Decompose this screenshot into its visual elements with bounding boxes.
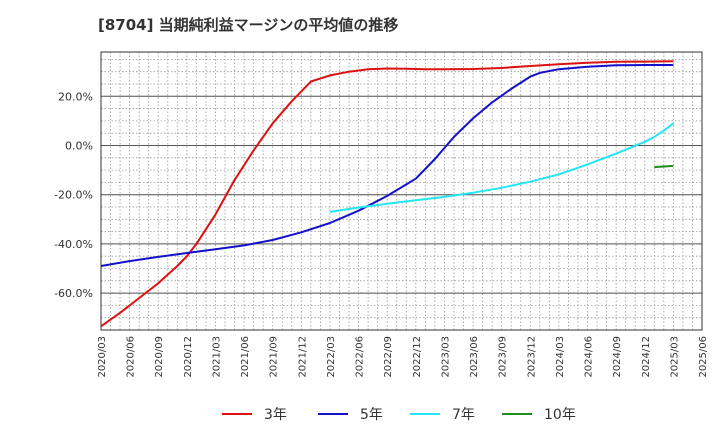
x-tick-label: 2021/03 bbox=[211, 336, 222, 378]
x-tick-label: 2024/12 bbox=[641, 336, 652, 378]
x-tick-label: 2022/06 bbox=[355, 336, 366, 378]
y-tick-label: -40.0% bbox=[54, 238, 93, 251]
x-tick-label: 2022/03 bbox=[326, 336, 337, 378]
x-tick-label: 2020/09 bbox=[154, 336, 165, 378]
y-tick-label: -20.0% bbox=[54, 189, 93, 202]
x-tick-label: 2021/06 bbox=[240, 336, 251, 378]
x-tick-label: 2021/09 bbox=[269, 336, 280, 378]
y-tick-label: 0.0% bbox=[65, 139, 93, 152]
x-tick-label: 2020/06 bbox=[126, 336, 137, 378]
legend-label: 3年 bbox=[264, 407, 287, 423]
series-line bbox=[100, 60, 674, 328]
series-line bbox=[654, 164, 674, 169]
x-tick-label: 2020/03 bbox=[97, 336, 108, 378]
x-tick-label: 2023/09 bbox=[498, 336, 509, 378]
x-tick-label: 2022/12 bbox=[412, 336, 423, 378]
plot-area-border bbox=[100, 51, 703, 331]
x-tick-label: 2025/03 bbox=[669, 336, 680, 378]
legend-label: 7年 bbox=[452, 407, 475, 423]
legend-label: 10年 bbox=[544, 407, 576, 423]
series-line bbox=[329, 122, 675, 213]
x-tick-label: 2023/12 bbox=[526, 336, 537, 378]
x-tick-label: 2024/09 bbox=[612, 336, 623, 378]
x-tick-label: 2024/03 bbox=[555, 336, 566, 378]
chart-title: [8704] 当期純利益マージンの平均値の推移 bbox=[98, 16, 399, 34]
x-tick-label: 2021/12 bbox=[297, 336, 308, 378]
series-line bbox=[100, 64, 674, 267]
y-tick-label: 20.0% bbox=[58, 90, 93, 103]
y-tick-label: -60.0% bbox=[54, 287, 93, 300]
x-tick-label: 2023/03 bbox=[440, 336, 451, 378]
x-tick-label: 2023/06 bbox=[469, 336, 480, 378]
x-tick-label: 2020/12 bbox=[183, 336, 194, 378]
legend-label: 5年 bbox=[360, 407, 383, 423]
x-tick-label: 2022/09 bbox=[383, 336, 394, 378]
x-tick-label: 2025/06 bbox=[698, 336, 709, 378]
x-tick-label: 2024/06 bbox=[584, 336, 595, 378]
